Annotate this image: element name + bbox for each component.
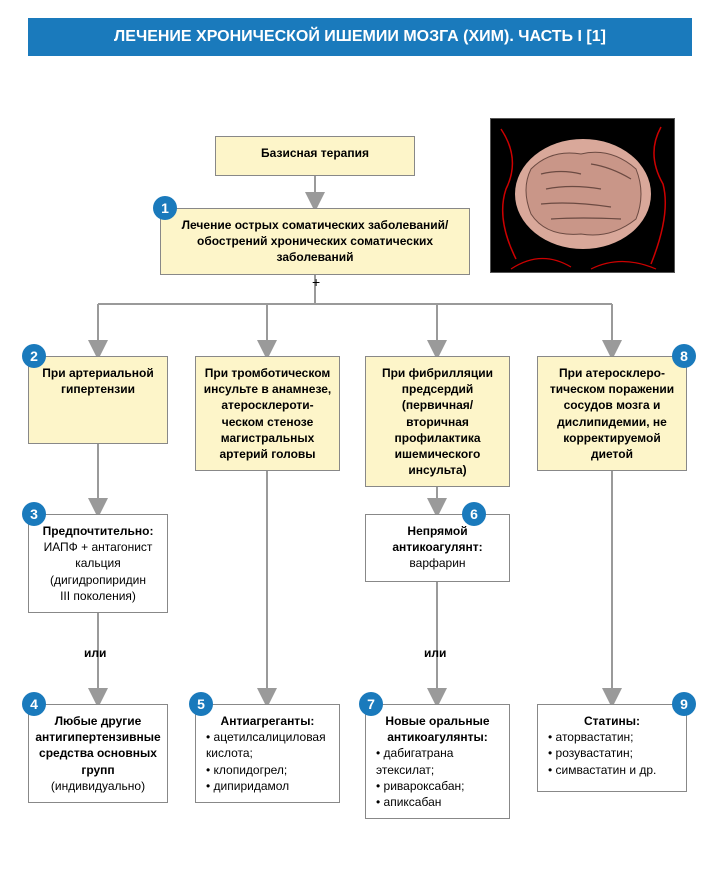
node-n_thromb: При тромботическом инсульте в анамнезе, … [195, 356, 340, 471]
node-n_other: Любые другие антигипертензивные средства… [28, 704, 168, 803]
badge-1: 1 [153, 196, 177, 220]
badge-3: 3 [22, 502, 46, 526]
flowchart-canvas: Базисная терапия Лечение острых соматичес… [0, 56, 720, 846]
node-n_newanti: Новые оральные антикоагулянты:• дабигатр… [365, 704, 510, 819]
or-label-1: или [84, 646, 106, 660]
badge-4: 4 [22, 692, 46, 716]
node-n_statins: Статины:• аторвастатин;• розувастатин;• … [537, 704, 687, 792]
badge-9: 9 [672, 692, 696, 716]
badge-5: 5 [189, 692, 213, 716]
badge-8: 8 [672, 344, 696, 368]
node-n_indirect: Непрямой антикоагулянт:варфарин [365, 514, 510, 582]
badge-7: 7 [359, 692, 383, 716]
node-n_hyper: При артериальной гипертензии [28, 356, 168, 444]
node-n_fibr: При фибрилляции предсердий (первичная/вт… [365, 356, 510, 487]
badge-6: 6 [462, 502, 486, 526]
node-n_pref: Предпочтительно:ИАПФ + антагонист кальци… [28, 514, 168, 613]
brain-illustration [490, 118, 675, 273]
node-n_acute: Лечение острых соматических заболеваний/… [160, 208, 470, 275]
node-n_antiagg: Антиагреганты:• ацетилсалициловая кислот… [195, 704, 340, 803]
or-label-2: или [424, 646, 446, 660]
node-n_basic: Базисная терапия [215, 136, 415, 176]
node-n_athero: При атеросклеро-тическом поражении сосуд… [537, 356, 687, 471]
page-title: ЛЕЧЕНИЕ ХРОНИЧЕСКОЙ ИШЕМИИ МОЗГА (ХИМ). … [28, 18, 692, 56]
plus-label: + [312, 274, 320, 290]
badge-2: 2 [22, 344, 46, 368]
